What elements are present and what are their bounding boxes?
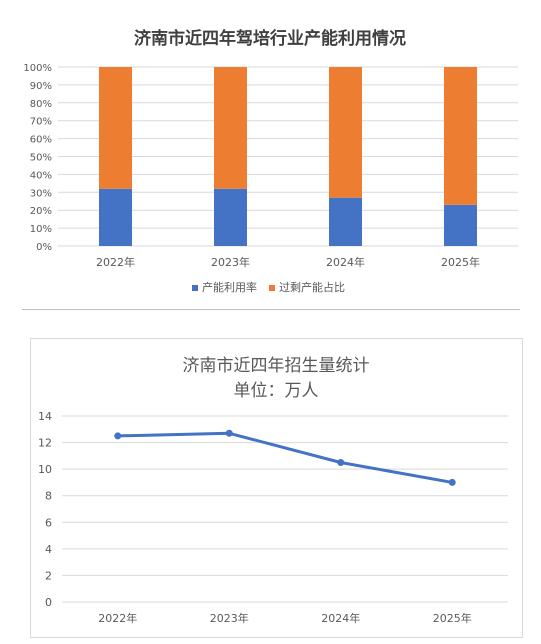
data-point: [114, 432, 122, 440]
y-tick-label: 12: [38, 437, 52, 450]
x-tick-label: 2022年: [98, 611, 137, 625]
x-tick-label: 2025年: [441, 255, 480, 269]
bar-excess: [214, 67, 247, 189]
x-tick-label: 2024年: [321, 611, 360, 625]
x-tick-label: 2025年: [433, 611, 472, 625]
enrollment-chart-subtitle: 单位：万人: [234, 381, 319, 401]
bar-excess: [99, 67, 132, 189]
capacity-chart-panel: 济南市近四年驾培行业产能利用情况 0% 10% 20% 30% 40% 50% 60% 70%…: [0, 0, 541, 318]
series-line: [117, 431, 453, 484]
enrollment-line-chart: 济南市近四年招生量统计 单位：万人 0 2 4 6 8 10 12 14 2022年 2023年…: [38, 356, 508, 625]
legend-label: 产能利用率: [202, 280, 257, 294]
x-tick-label: 2024年: [326, 255, 365, 269]
bar-utilization: [329, 197, 362, 246]
capacity-stacked-bar-chart: 济南市近四年驾培行业产能利用情况 0% 10% 20% 30% 40% 50% 60% 70%…: [23, 28, 518, 294]
data-point: [448, 478, 456, 486]
y-tick-label: 60%: [30, 135, 52, 146]
y-tick-label: 20%: [30, 206, 52, 217]
data-point: [225, 429, 233, 437]
x-tick-label: 2023年: [210, 611, 249, 625]
y-tick-label: 8: [45, 490, 52, 503]
x-tick-label: 2022年: [96, 255, 135, 269]
y-tick-label: 80%: [30, 99, 52, 110]
y-tick-label: 40%: [30, 170, 52, 181]
y-tick-label: 70%: [30, 117, 52, 128]
y-tick-label: 100%: [23, 63, 52, 74]
enrollment-chart-panel: 济南市近四年招生量统计 单位：万人 0 2 4 6 8 10 12 14 2022年 2023年…: [30, 338, 523, 638]
data-point: [337, 459, 345, 466]
capacity-chart-title: 济南市近四年驾培行业产能利用情况: [134, 28, 406, 49]
y-tick-label: 2: [45, 569, 52, 582]
y-tick-label: 90%: [30, 81, 52, 92]
bar-utilization: [99, 188, 132, 246]
y-tick-label: 0%: [36, 242, 52, 253]
enrollment-chart-title: 济南市近四年招生量统计: [183, 356, 370, 376]
y-tick-label: 10: [38, 463, 52, 476]
legend-swatch: [192, 285, 198, 291]
y-tick-label: 14: [38, 410, 52, 423]
y-tick-label: 6: [45, 516, 52, 529]
y-tick-label: 0: [45, 596, 52, 609]
middle-rule: [22, 309, 520, 310]
y-tick-label: 30%: [30, 188, 52, 199]
x-tick-label: 2023年: [211, 255, 250, 269]
bar-excess: [444, 67, 477, 205]
y-tick-label: 50%: [30, 153, 52, 164]
y-tick-label: 10%: [30, 224, 52, 235]
bar-excess: [329, 67, 362, 198]
bar-utilization: [444, 204, 477, 246]
y-tick-label: 4: [45, 543, 52, 556]
bar-utilization: [214, 188, 247, 246]
legend-swatch: [269, 285, 275, 291]
legend-label: 过剩产能占比: [279, 280, 345, 294]
